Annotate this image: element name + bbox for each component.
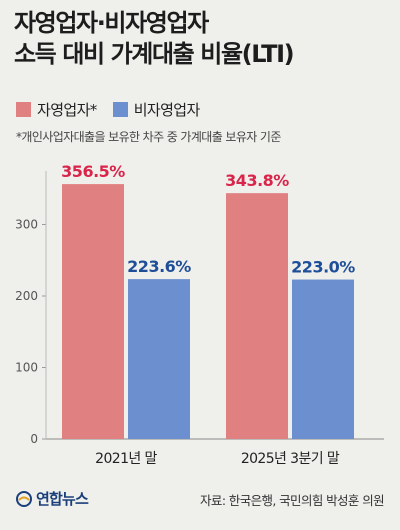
yonhap-logo-text: 연합뉴스 [36,490,89,508]
bar-chart: 0 100 200 300 356.5% 223.6% 2021년 말 343.8% 223.0… [15,162,384,467]
data-label-self-employed-1: 343.8% [225,171,289,190]
chart-title: 자영업자·비자영업자 소득 대비 가계대출 비율(LTI) [14,8,394,70]
bar-non-self-employed-1 [292,279,354,439]
y-tick-label-300: 300 [15,218,38,232]
legend-label-self-employed: 자영업자* [37,100,97,119]
y-tick-label-200: 200 [15,289,38,303]
data-label-self-employed-0: 356.5% [61,162,125,181]
y-tick-label-0: 0 [30,432,38,446]
x-category-label-1: 2025년 3분기 말 [241,451,340,467]
legend-item-non-self-employed: 비자영업자 [112,99,201,120]
footer: 연합뉴스 자료: 한국은행, 국민의힘 박성훈 의원 [0,478,400,530]
y-tick-label-100: 100 [15,361,38,375]
legend-label-non-self-employed: 비자영업자 [133,100,201,119]
bar-self-employed-1 [226,193,288,439]
yonhap-logo-icon [16,490,32,507]
legend-item-self-employed: 자영업자* [16,99,97,120]
legend-swatch-self-employed [16,101,31,117]
data-label-non-self-employed-1: 223.0% [291,258,355,277]
x-category-label-0: 2021년 말 [95,451,157,467]
source-text: 자료: 한국은행, 국민의힘 박성훈 의원 [200,493,385,508]
legend: 자영업자* 비자영업자 [16,98,216,120]
legend-swatch-non-self-employed [112,101,128,117]
data-label-non-self-employed-0: 223.6% [127,257,191,276]
bar-non-self-employed-0 [128,279,190,439]
title-line-2: 소득 대비 가계대출 비율(LTI) [14,40,295,68]
bar-self-employed-0 [62,184,124,439]
footnote: *개인사업자대출을 보유한 차주 중 가계대출 보유자 기준 [16,130,281,144]
yonhap-logo: 연합뉴스 [16,488,89,509]
title-line-1: 자영업자·비자영업자 [14,9,209,37]
